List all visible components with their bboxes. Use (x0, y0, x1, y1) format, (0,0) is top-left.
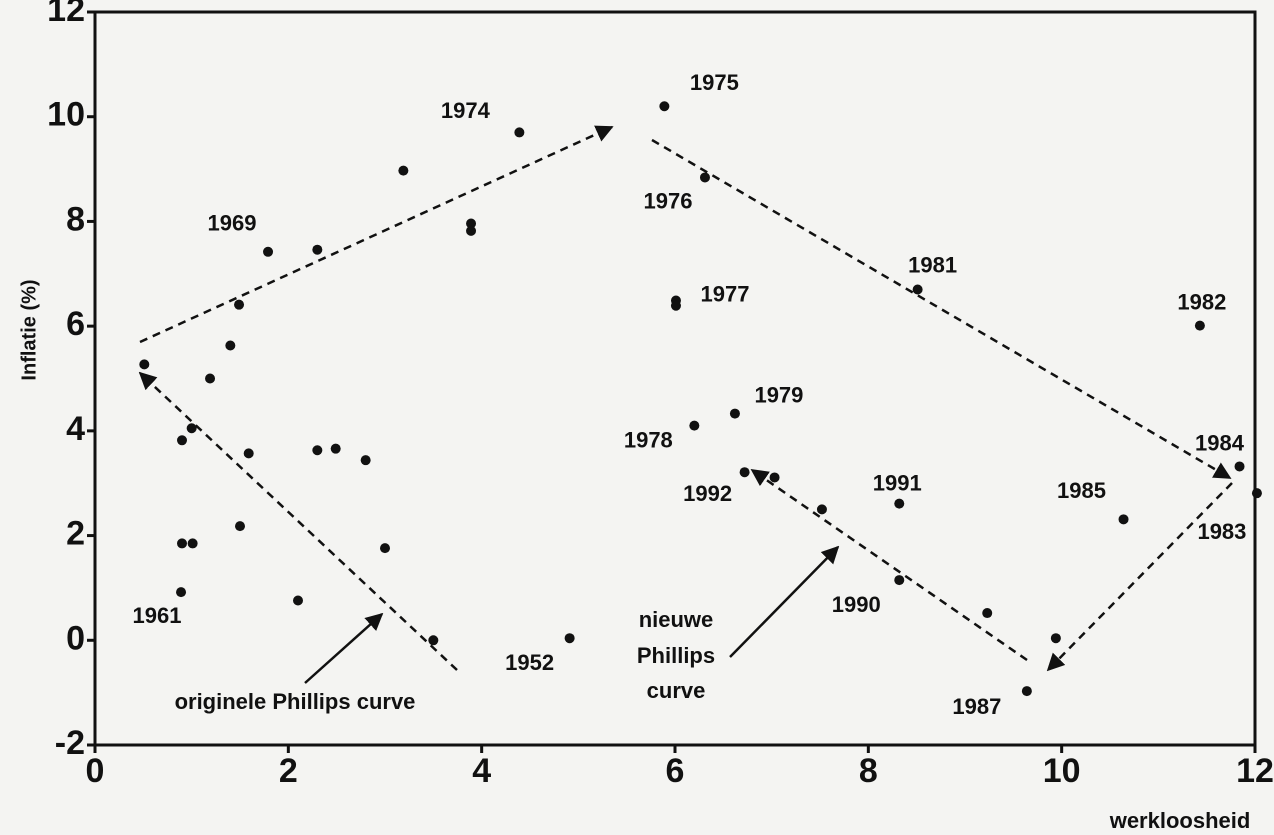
point-label: 1992 (683, 481, 732, 506)
point (225, 340, 236, 351)
point (330, 443, 341, 454)
point (177, 538, 187, 549)
y-tick-label: 8 (66, 200, 85, 238)
point-label: 1977 (700, 281, 749, 306)
point-label: 1984 (1195, 430, 1245, 455)
y-tick-label: 10 (47, 96, 85, 134)
point (894, 498, 905, 509)
point (1234, 461, 1245, 472)
point (689, 420, 700, 431)
point-label: 1985 (1057, 478, 1106, 503)
point (466, 225, 477, 236)
point (514, 127, 525, 138)
point-label: 1978 (624, 427, 673, 452)
point (176, 587, 187, 598)
point-label: 1961 (133, 603, 182, 628)
point-label: 1975 (690, 70, 739, 95)
point-label: 1974 (441, 98, 491, 123)
point (816, 504, 827, 515)
point (1194, 320, 1205, 331)
point (139, 359, 150, 370)
point-label: 1982 (1177, 289, 1226, 314)
point (187, 538, 198, 549)
point (699, 172, 710, 183)
point (982, 608, 993, 619)
point (263, 246, 274, 257)
point (659, 101, 670, 112)
y-tick-label: 4 (66, 410, 85, 448)
point (398, 165, 409, 176)
x-tick-label: 4 (472, 752, 491, 790)
point (670, 300, 681, 311)
curve-arrows (138, 125, 1233, 684)
annotation: originele Phillips curve (175, 689, 416, 714)
point (912, 284, 923, 295)
point (205, 373, 216, 384)
x-tick-label: 12 (1236, 752, 1274, 790)
y-tick-label: -2 (55, 724, 85, 762)
x-tick-label: 0 (86, 752, 105, 790)
point (1021, 686, 1032, 697)
y-tick-label: 6 (66, 305, 85, 343)
point (293, 595, 303, 606)
point-label: 1991 (873, 470, 922, 495)
point (729, 408, 740, 419)
point (186, 423, 197, 434)
annotation: nieuwe (639, 607, 714, 632)
point (1050, 633, 1061, 644)
point (466, 218, 477, 229)
point (1251, 488, 1262, 499)
point (312, 244, 323, 255)
point-label: 1987 (952, 694, 1001, 719)
y-tick-label: 0 (66, 619, 85, 657)
point (312, 445, 323, 456)
point-label: 1952 (505, 650, 554, 675)
x-axis-label: werkloosheid (1109, 808, 1251, 833)
y-tick-label: 12 (47, 0, 85, 29)
x-tick-label: 10 (1043, 752, 1081, 790)
point (428, 635, 439, 646)
point (1118, 514, 1129, 525)
annotation: curve (647, 678, 706, 703)
point-label: 1990 (832, 592, 881, 617)
point (894, 575, 905, 586)
point (243, 448, 254, 459)
point (235, 521, 245, 532)
point-label: 1979 (754, 382, 803, 407)
y-tick-label: 2 (66, 515, 85, 553)
point (360, 455, 371, 466)
point-label: 1976 (643, 188, 692, 213)
x-tick-label: 2 (279, 752, 298, 790)
point-label: 1969 (208, 211, 257, 236)
point-label: 1983 (1197, 519, 1246, 544)
x-tick-label: 6 (666, 752, 685, 790)
point (739, 467, 750, 478)
point (234, 299, 245, 310)
point (380, 543, 390, 554)
point (177, 435, 187, 446)
point (564, 633, 575, 644)
point-label: 1981 (908, 252, 957, 277)
point (769, 472, 780, 483)
y-axis-label: Inflatie (%) (18, 279, 40, 380)
x-tick-label: 8 (859, 752, 878, 790)
annotation: Phillips (637, 643, 715, 668)
